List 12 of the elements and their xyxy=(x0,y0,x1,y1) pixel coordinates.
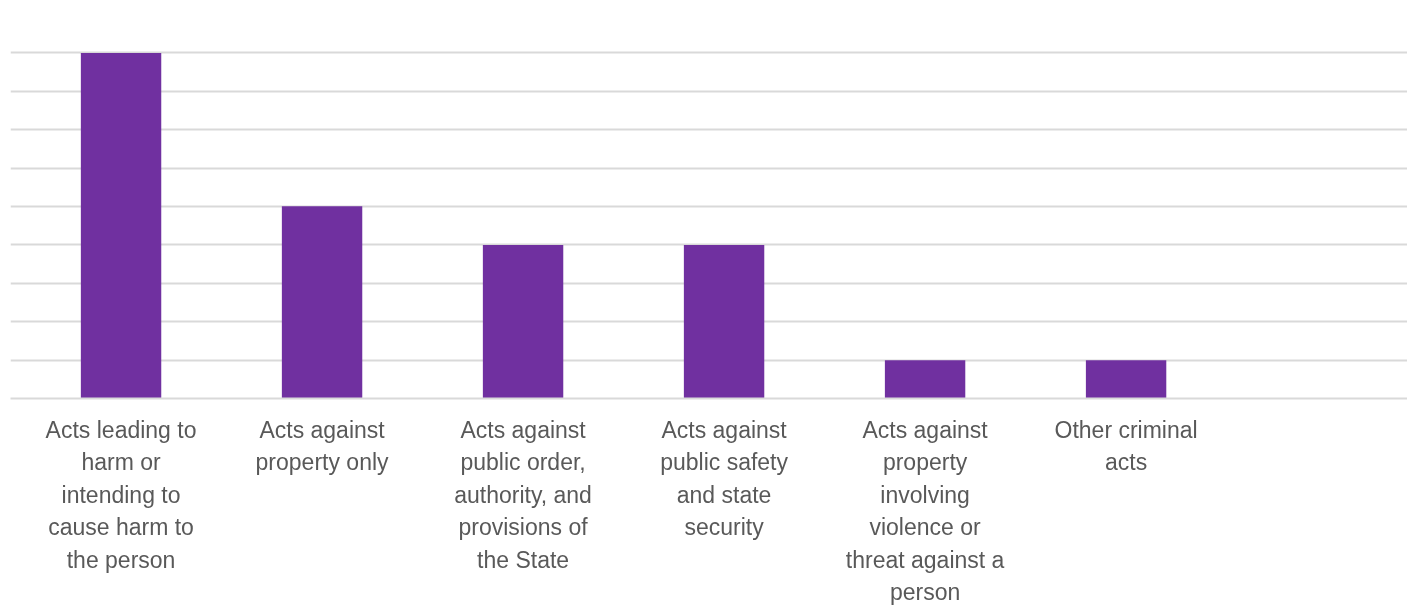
x-tick-label: Acts leading to harm or intending to cause harm to the person xyxy=(45,416,197,573)
x-tick-label: Acts against public safety and state security xyxy=(660,416,789,540)
bar xyxy=(884,360,966,399)
x-tick-label: Acts against property involving violence or threat against a person xyxy=(845,416,1005,605)
x-tick-label: Acts against public order, authority, and provisions of the State xyxy=(454,416,592,573)
bar xyxy=(683,245,765,399)
x-tick-label: Other criminal acts xyxy=(1054,416,1198,475)
bar xyxy=(281,206,363,399)
bar xyxy=(80,52,162,399)
x-tick-label: Acts against property only xyxy=(255,416,390,475)
bar xyxy=(482,245,564,399)
bar xyxy=(1085,360,1167,399)
